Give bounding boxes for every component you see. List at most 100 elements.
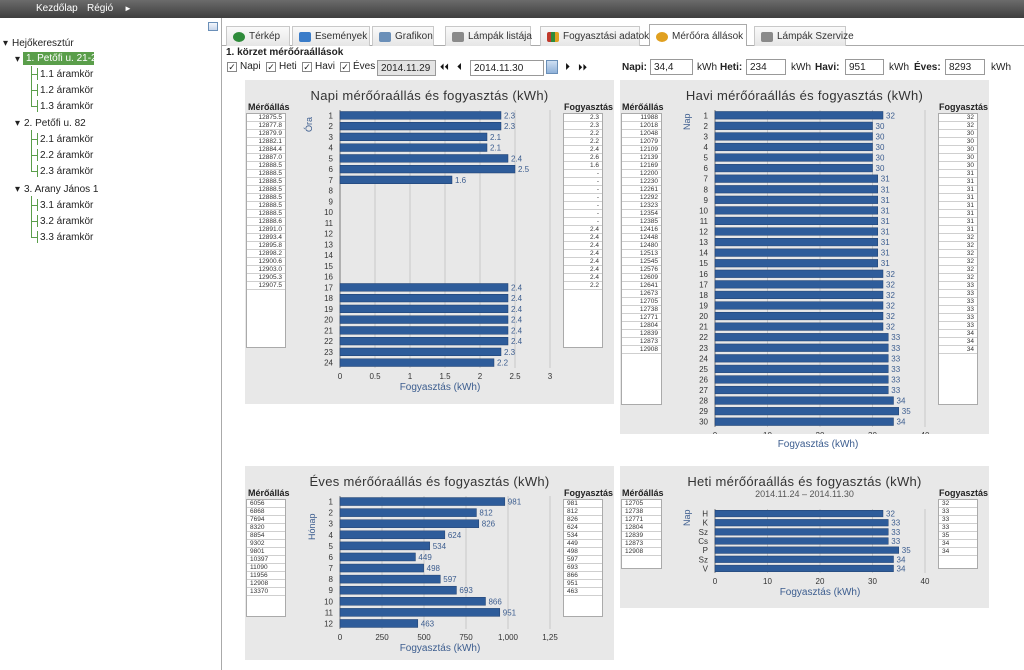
tree-root-toggle-icon[interactable]: ▾ xyxy=(3,38,9,49)
consumption-cell: 32 xyxy=(939,274,977,282)
tree-group-petofi-21-23[interactable]: 1. Petőfi u. 21-23 xyxy=(23,52,102,65)
tree-group-petofi-82[interactable]: 2. Petőfi u. 82 xyxy=(24,118,86,129)
consumption-cell: 33 xyxy=(939,524,977,532)
tree-group-toggle-icon[interactable]: ▾ xyxy=(15,184,21,195)
tab-graph[interactable]: Grafikon xyxy=(372,26,434,46)
y-tick-label: Sz xyxy=(699,555,708,564)
weekly-checkbox-label: Heti xyxy=(279,61,297,72)
bar xyxy=(714,322,884,331)
tree-group-arany-janos[interactable]: 3. Arany János 1 xyxy=(24,184,99,195)
y-tick-label: 8 xyxy=(704,185,709,194)
x-tick-label: 0 xyxy=(713,431,718,434)
daily-checkbox[interactable]: ✓ xyxy=(227,62,237,72)
bar xyxy=(339,519,480,528)
y-tick-label: V xyxy=(703,564,709,573)
y-tick-label: 5 xyxy=(329,154,334,163)
collapse-sidebar-icon[interactable] xyxy=(208,22,218,31)
consumption-cell: - xyxy=(564,202,602,210)
y-tick-label: 6 xyxy=(329,165,334,174)
meter-reading-cell: 13370 xyxy=(247,588,285,596)
tab-map[interactable]: Térkép xyxy=(226,26,290,46)
y-tick-label: 1 xyxy=(704,111,709,120)
tree-item-3-2[interactable]: 3.2 áramkör xyxy=(40,216,94,227)
date-to-field[interactable]: 2014.11.30 xyxy=(470,60,544,76)
bar xyxy=(339,294,509,303)
yearly-meter-column: 6056 6868 7694 8320 8854 9302 9801 10397 11090 11… xyxy=(246,499,286,617)
meter-reading-cell: 12323 xyxy=(622,202,661,210)
tab-events[interactable]: Események xyxy=(292,26,370,46)
tree-item-3-3[interactable]: 3.3 áramkör xyxy=(40,232,94,243)
bar xyxy=(714,354,889,363)
data-label: 31 xyxy=(881,228,890,237)
tree-item-2-1[interactable]: 2.1 áramkör xyxy=(40,134,94,145)
monthly-checkbox[interactable]: ✓ xyxy=(302,62,312,72)
tree-line xyxy=(31,90,37,91)
meter-reading-cell: 12891.0 xyxy=(247,226,285,234)
weekly-checkbox[interactable]: ✓ xyxy=(266,62,276,72)
last-page-icon[interactable]: ⏵⏵ xyxy=(578,62,588,72)
consumption-cell: 2.4 xyxy=(564,266,602,274)
x-tick-label: 30 xyxy=(868,431,877,434)
y-tick-label: P xyxy=(703,546,708,555)
bar xyxy=(339,337,509,346)
tree-line xyxy=(31,66,32,106)
tree-line xyxy=(31,171,37,172)
tab-lamp-service[interactable]: Lámpák Szervize xyxy=(754,26,854,46)
data-label: 2.4 xyxy=(511,154,523,163)
bar xyxy=(339,563,424,573)
tree-line xyxy=(37,133,38,145)
page-title: 1. körzet mérőóraállások xyxy=(226,47,344,58)
menu-home[interactable]: Kezdőlap xyxy=(36,3,78,14)
consumption-cell: 34 xyxy=(939,548,977,556)
data-label: 2.3 xyxy=(504,348,516,357)
y-tick-label: 3 xyxy=(329,133,334,142)
consumption-cell: 33 xyxy=(939,322,977,330)
tab-lamp-list[interactable]: Lámpák listája xyxy=(445,26,532,46)
meter-reading-cell: 12888.5 xyxy=(247,170,285,178)
x-tick-label: 40 xyxy=(921,577,930,586)
tree-group-toggle-icon[interactable]: ▾ xyxy=(15,54,21,65)
bar xyxy=(714,174,878,183)
tree-item-2-3[interactable]: 2.3 áramkör xyxy=(40,166,94,177)
menu-arrow-icon[interactable]: ► xyxy=(124,4,132,13)
data-label: 35 xyxy=(902,546,911,555)
x-tick-label: 2 xyxy=(478,372,483,381)
y-tick-label: 18 xyxy=(699,291,708,300)
tree-line xyxy=(31,205,37,206)
bar xyxy=(339,585,457,595)
next-icon[interactable]: ⏵ xyxy=(565,62,570,73)
meter-reading-cell: 12907.5 xyxy=(247,282,285,290)
tree-item-1-2[interactable]: 1.2 áramkör xyxy=(40,85,94,96)
daily-consumption-column: 2.3 2.3 2.2 2.2 2.4 2.6 1.6- - - - - - -2.4 2.4 2.4 2.4… xyxy=(563,113,603,348)
weekly-consumption-column: 32 33 33 33 35 34 34 xyxy=(938,499,978,569)
menu-region[interactable]: Régió xyxy=(87,3,114,14)
y-tick-label: Sz xyxy=(699,528,708,537)
tab-consumption-data[interactable]: Fogyasztási adatok xyxy=(540,26,649,46)
y-tick-label: 15 xyxy=(699,259,708,268)
calendar-icon[interactable] xyxy=(546,60,558,74)
tree-item-1-3[interactable]: 1.3 áramkör xyxy=(40,101,94,112)
data-label: 2.2 xyxy=(497,359,509,368)
tree-item-2-2[interactable]: 2.2 áramkör xyxy=(40,150,94,161)
date-from-field[interactable]: 2014.11.29 xyxy=(377,60,436,76)
meter-reading-cell: 12169 xyxy=(622,162,661,170)
consumption-cell: 2.4 xyxy=(564,250,602,258)
yearly-checkbox[interactable]: ✓ xyxy=(340,62,350,72)
tab-meter-readings[interactable]: Mérőóra állások xyxy=(649,24,747,46)
consumption-cell: 2.6 xyxy=(564,154,602,162)
bar xyxy=(714,269,884,278)
previous-icon[interactable]: ⏴ xyxy=(457,62,462,73)
weekly-meter-column: 12705 12738 12771 12804 12839 12873 12908 xyxy=(621,499,662,569)
tree-group-toggle-icon[interactable]: ▾ xyxy=(15,118,21,129)
y-tick-label: 9 xyxy=(329,197,334,206)
data-label: 498 xyxy=(427,564,441,573)
consumption-cell: 31 xyxy=(939,186,977,194)
monthly-panel: Havi mérőóraállás és fogyasztás (kWh) Mé… xyxy=(620,80,989,434)
tree-item-1-1[interactable]: 1.1 áramkör xyxy=(40,69,94,80)
tree-item-3-1[interactable]: 3.1 áramkör xyxy=(40,200,94,211)
y-tick-label: 21 xyxy=(699,323,708,332)
first-page-icon[interactable]: ⏴⏴ xyxy=(440,62,450,72)
meter-reading-cell: 12877.8 xyxy=(247,122,285,130)
consumption-cell: 30 xyxy=(939,146,977,154)
tree-root[interactable]: Hejőkeresztúr xyxy=(12,38,74,49)
